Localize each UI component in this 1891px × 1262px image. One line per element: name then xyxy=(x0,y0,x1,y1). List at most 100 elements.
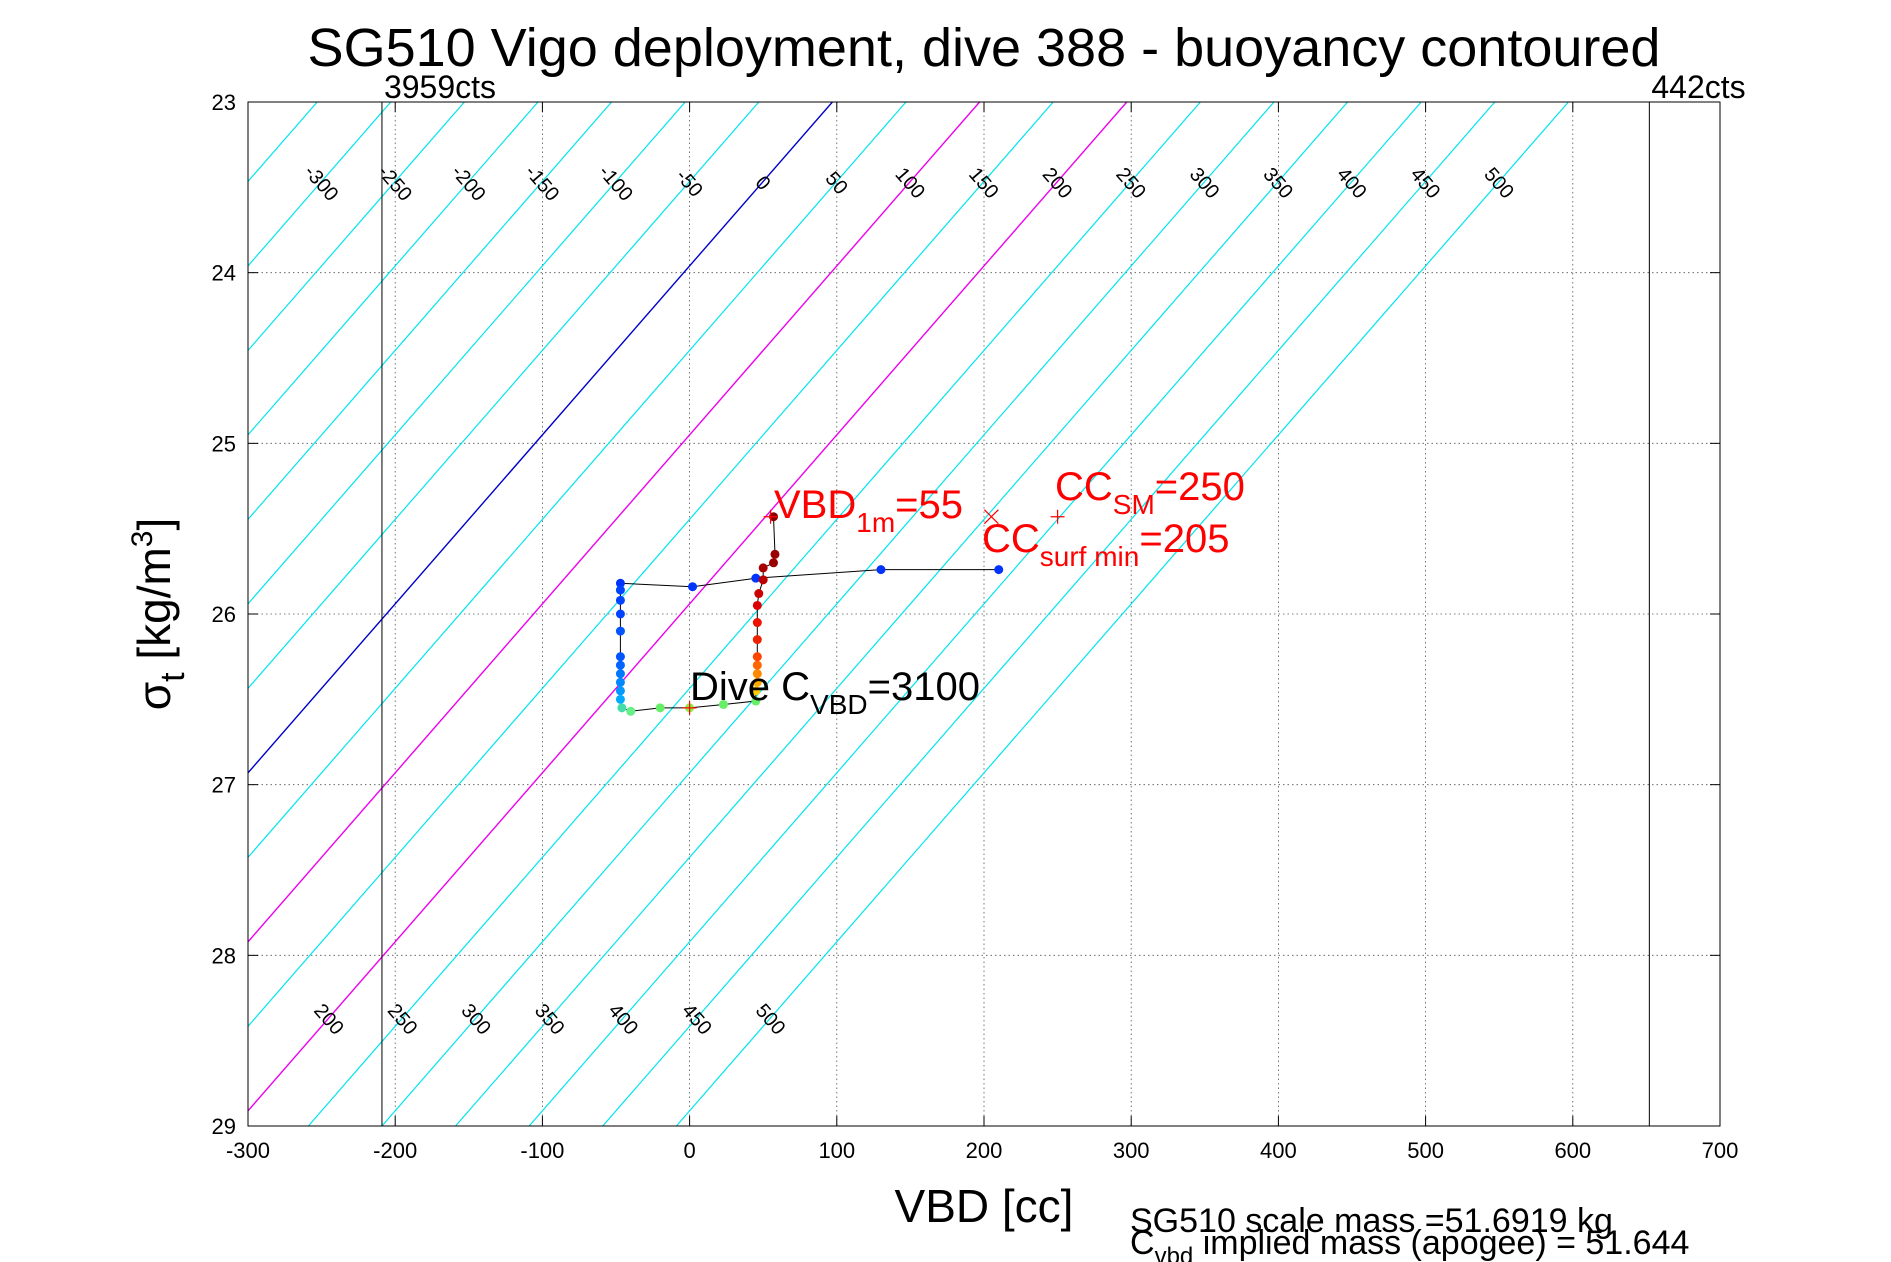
contour-line xyxy=(248,102,613,521)
dive-data-point xyxy=(752,669,762,679)
contour-line xyxy=(307,102,1201,1126)
vbd-1m-value: =55 xyxy=(895,483,963,527)
dive-data-point xyxy=(688,582,698,592)
y-label-symbol: σ xyxy=(128,682,180,710)
contour-line xyxy=(675,102,1569,1126)
y-label-subscript: t xyxy=(154,672,192,682)
y-label-unit-end: ] xyxy=(128,518,180,531)
x-tick-label: 100 xyxy=(818,1138,855,1163)
dive-cvbd-base: Dive C xyxy=(690,665,810,709)
vbd-limit-label: 3959cts xyxy=(384,69,496,105)
dive-data-point xyxy=(752,618,762,628)
dive-data-point xyxy=(615,660,625,670)
dive-cvbd-value: =3100 xyxy=(868,665,980,709)
plus-marker xyxy=(682,700,697,715)
contour-line xyxy=(381,102,1275,1126)
plus-marker xyxy=(1050,509,1065,524)
dive-data-point xyxy=(994,565,1004,575)
x-tick-label: 300 xyxy=(1113,1138,1150,1163)
buoyancy-contours xyxy=(248,102,1569,1126)
dive-cvbd-sub: VBD xyxy=(810,689,868,720)
dive-data-point xyxy=(626,706,636,716)
x-tick-label: 600 xyxy=(1554,1138,1591,1163)
dive-data-point xyxy=(615,609,625,619)
dive-data-point xyxy=(752,600,762,610)
contour-line xyxy=(248,102,465,352)
dive-data-point xyxy=(752,635,762,645)
dive-data-point xyxy=(615,694,625,704)
cc-surf-value: =205 xyxy=(1139,517,1229,561)
contour-line xyxy=(248,102,760,690)
y-tick-label: 25 xyxy=(212,431,236,456)
x-tick-label: 200 xyxy=(966,1138,1003,1163)
dive-data-point xyxy=(615,585,625,595)
vbd-1m-base: VBD xyxy=(774,483,856,527)
x-tick-label: 700 xyxy=(1702,1138,1739,1163)
axis-ticks: -300 -200 -100 0 100 200 300 400 500 600 700 23 24 25… xyxy=(212,90,1739,1163)
y-label-unit-superscript: 3 xyxy=(126,531,159,548)
vbd-limit-lines: 3959cts 442cts xyxy=(381,69,1746,1126)
cc-sm-sub: SM xyxy=(1113,489,1155,520)
contour-line xyxy=(248,102,833,774)
dive-cvbd-annotation: Dive CVBD=3100 xyxy=(690,665,980,720)
y-tick-label: 28 xyxy=(212,943,236,968)
vbd-1m-sub: 1m xyxy=(856,507,895,538)
dive-data-point xyxy=(615,652,625,662)
contour-line xyxy=(602,102,1496,1126)
dive-data-point xyxy=(752,652,762,662)
cc-surf-min-annotation: CCsurf min=205 xyxy=(982,517,1229,572)
dive-data-point xyxy=(752,677,762,687)
cc-surf-sub: surf min xyxy=(1040,541,1140,572)
cc-sm-value: =250 xyxy=(1155,465,1245,509)
y-tick-label: 24 xyxy=(212,261,236,286)
y-tick-label: 23 xyxy=(212,90,236,115)
dive-data-point xyxy=(751,696,761,706)
dive-data-point xyxy=(770,549,780,559)
annotation-markers xyxy=(682,509,1065,715)
dive-data-point xyxy=(615,578,625,588)
implied-mass-sub: vbd xyxy=(1155,1243,1194,1262)
chart-title: SG510 Vigo deployment, dive 388 - buoyan… xyxy=(308,18,1661,78)
vbd-limit-label: 442cts xyxy=(1651,69,1745,105)
y-tick-label: 27 xyxy=(212,773,236,798)
dive-data-point xyxy=(751,686,761,696)
x-tick-label: -200 xyxy=(373,1138,417,1163)
dive-data-point xyxy=(876,565,886,575)
dive-data-point xyxy=(615,595,625,605)
cc-sm-annotation: CCSM=250 xyxy=(1055,465,1245,520)
implied-mass-text: Cvbd implied mass (apogee) = 51.644 xyxy=(1130,1224,1689,1262)
y-label-unit-start: [kg/m xyxy=(128,547,180,672)
dive-data-point xyxy=(615,626,625,636)
vbd-1m-annotation: VBD1m=55 xyxy=(774,483,963,538)
x-tick-label: -300 xyxy=(226,1138,270,1163)
y-axis-label: σt [kg/m3] xyxy=(126,518,192,711)
y-tick-label: 26 xyxy=(212,602,236,627)
dive-data-point xyxy=(769,558,779,568)
dive-data-point xyxy=(718,699,728,709)
x-tick-label: -100 xyxy=(520,1138,564,1163)
dive-data-point xyxy=(615,686,625,696)
svg-text:σt [kg/m3]: σt [kg/m3] xyxy=(126,518,192,711)
dive-data-point xyxy=(617,703,627,713)
dive-data-point xyxy=(752,660,762,670)
implied-mass-value: implied mass (apogee) = 51.644 xyxy=(1193,1224,1689,1262)
contour-line xyxy=(248,102,907,859)
dive-data-point xyxy=(615,669,625,679)
x-tick-label: 0 xyxy=(683,1138,695,1163)
contour-line xyxy=(248,102,1128,1112)
dive-data-point xyxy=(754,589,764,599)
implied-mass-base: C xyxy=(1130,1224,1155,1262)
cross-marker xyxy=(983,509,999,525)
y-tick-label: 29 xyxy=(212,1114,236,1139)
x-tick-label: 500 xyxy=(1407,1138,1444,1163)
contour-line xyxy=(248,102,539,436)
cc-surf-base: CC xyxy=(982,517,1040,561)
contour-line xyxy=(248,102,981,943)
contour-line xyxy=(528,102,1422,1126)
dive-data-point xyxy=(615,677,625,687)
contour-line xyxy=(455,102,1349,1126)
dive-data-point xyxy=(751,573,761,583)
dive-data-point xyxy=(758,563,768,573)
